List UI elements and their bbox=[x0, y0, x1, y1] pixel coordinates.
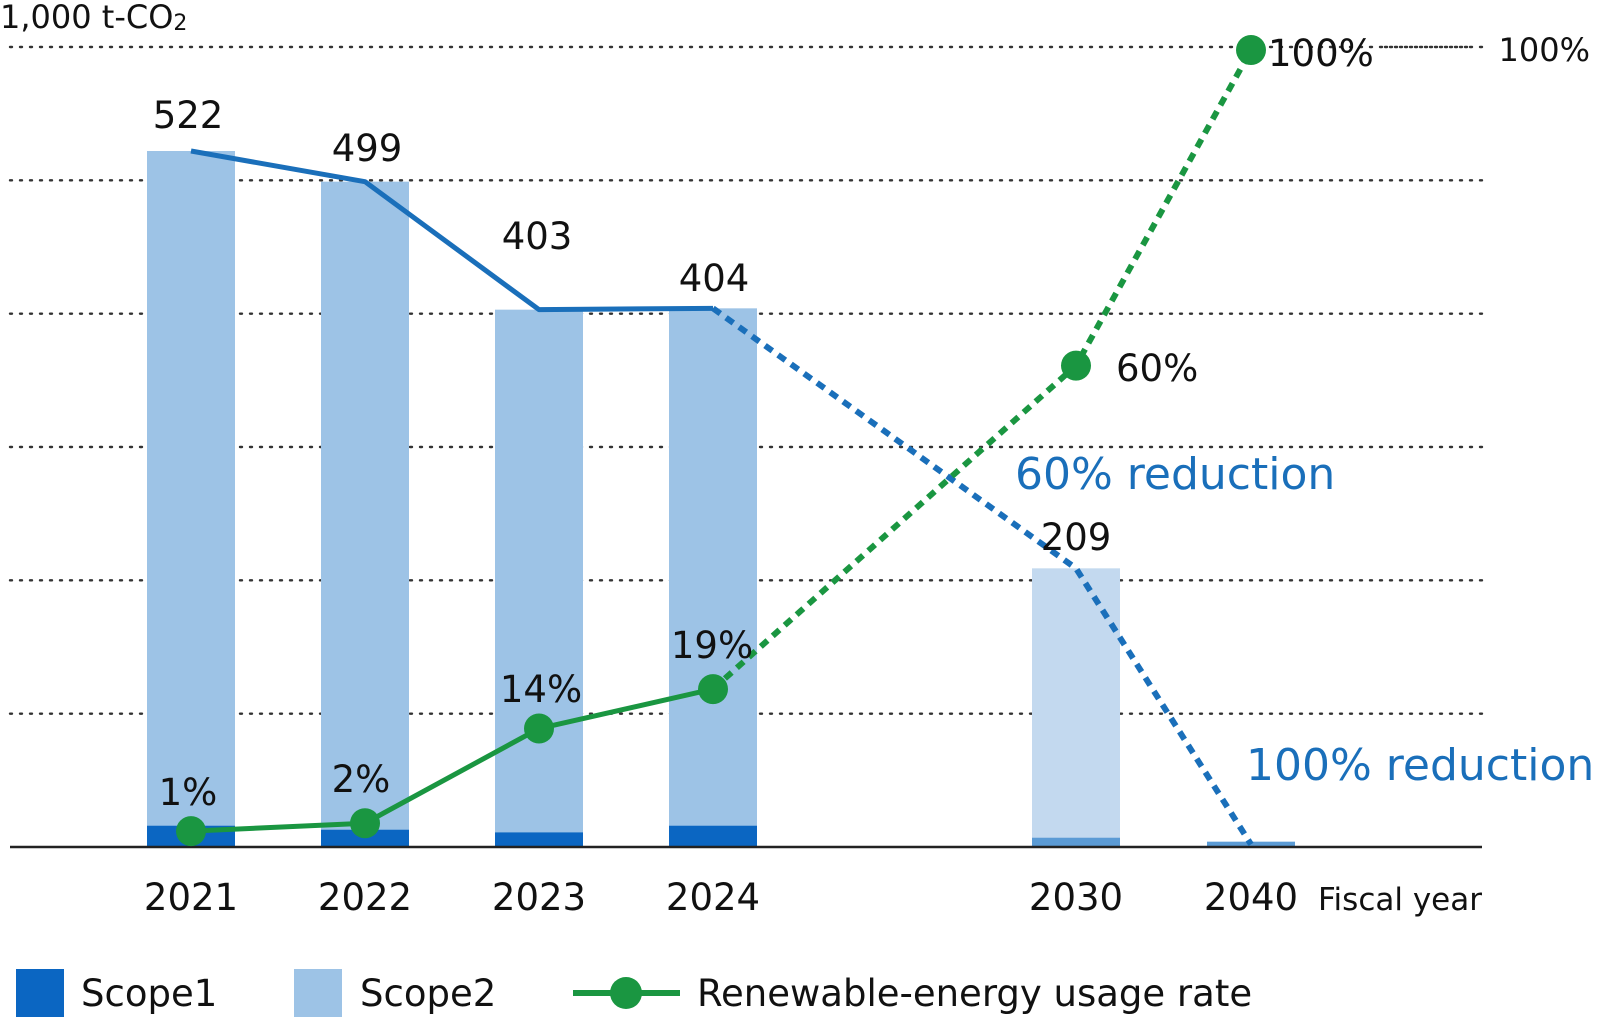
total-emissions-projection bbox=[711, 305, 1254, 846]
legend-marker-renewable bbox=[610, 977, 642, 1009]
legend-swatch-scope2 bbox=[294, 969, 342, 1017]
bar-scope2-2030 bbox=[1032, 568, 1120, 838]
labels: 2021 2022 2023 2024 2030 2040 Fiscal year 1,000… bbox=[0, 0, 1594, 919]
right-axis-label: 100% bbox=[1499, 31, 1590, 69]
renewable-marker-2040 bbox=[1236, 35, 1266, 65]
x-tick-2030: 2030 bbox=[1029, 876, 1123, 919]
renewable-marker-2030 bbox=[1061, 350, 1091, 381]
legend-label-scope2: Scope2 bbox=[360, 972, 496, 1015]
legend: Scope1 Scope2 Renewable-energy usage rate bbox=[16, 969, 1252, 1017]
total-label-2030: 209 bbox=[1041, 516, 1112, 559]
bar-scope1-2023 bbox=[495, 832, 583, 847]
annotation-100-reduction: 100% reduction bbox=[1246, 740, 1594, 791]
total-emissions-line bbox=[190, 148, 714, 313]
gridlines bbox=[8, 45, 1484, 715]
annotation-60-reduction: 60% reduction bbox=[1015, 449, 1335, 500]
total-label-2022: 499 bbox=[332, 127, 403, 170]
percent-label-2030: 60% bbox=[1116, 347, 1198, 390]
renewable-marker-2022 bbox=[350, 808, 380, 839]
bar-scope1-2040 bbox=[1207, 841, 1295, 847]
renewable-rate-line bbox=[190, 686, 714, 834]
percent-label-2023: 14% bbox=[500, 668, 582, 711]
y-unit-label: 1,000 t-CO2 bbox=[0, 0, 187, 36]
renewable-marker-2023 bbox=[524, 713, 554, 744]
legend-swatch-scope1 bbox=[16, 969, 64, 1017]
bars bbox=[10, 151, 1482, 849]
renewable-marker-2024 bbox=[698, 674, 728, 705]
total-label-2024: 404 bbox=[679, 257, 750, 300]
percent-label-2040: 100% bbox=[1268, 32, 1374, 75]
legend-label-scope1: Scope1 bbox=[81, 972, 217, 1015]
bar-scope2-2023 bbox=[495, 309, 583, 833]
x-tick-2022: 2022 bbox=[318, 876, 412, 919]
bar-scope1-2030 bbox=[1032, 837, 1120, 847]
renewable-marker-2021 bbox=[176, 816, 206, 847]
x-axis-label: Fiscal year bbox=[1318, 882, 1482, 918]
legend-label-renewable: Renewable-energy usage rate bbox=[697, 972, 1252, 1015]
total-label-2021: 522 bbox=[153, 94, 224, 137]
x-tick-2021: 2021 bbox=[144, 876, 238, 919]
lines bbox=[176, 35, 1266, 847]
total-label-2023: 403 bbox=[502, 215, 573, 258]
bar-scope1-2024 bbox=[669, 825, 757, 847]
bar-scope2-2021 bbox=[147, 151, 235, 826]
x-tick-2024: 2024 bbox=[666, 876, 760, 919]
bar-scope2-2024 bbox=[669, 308, 757, 826]
x-tick-2040: 2040 bbox=[1204, 876, 1298, 919]
x-tick-2023: 2023 bbox=[492, 876, 586, 919]
y-unit-subscript: 2 bbox=[173, 11, 187, 36]
bar-scope1-2022 bbox=[321, 829, 409, 847]
percent-label-2021: 1% bbox=[159, 771, 218, 814]
percent-label-2022: 2% bbox=[332, 758, 391, 801]
bar-scope2-2022 bbox=[321, 181, 409, 830]
percent-label-2024: 19% bbox=[671, 624, 753, 667]
